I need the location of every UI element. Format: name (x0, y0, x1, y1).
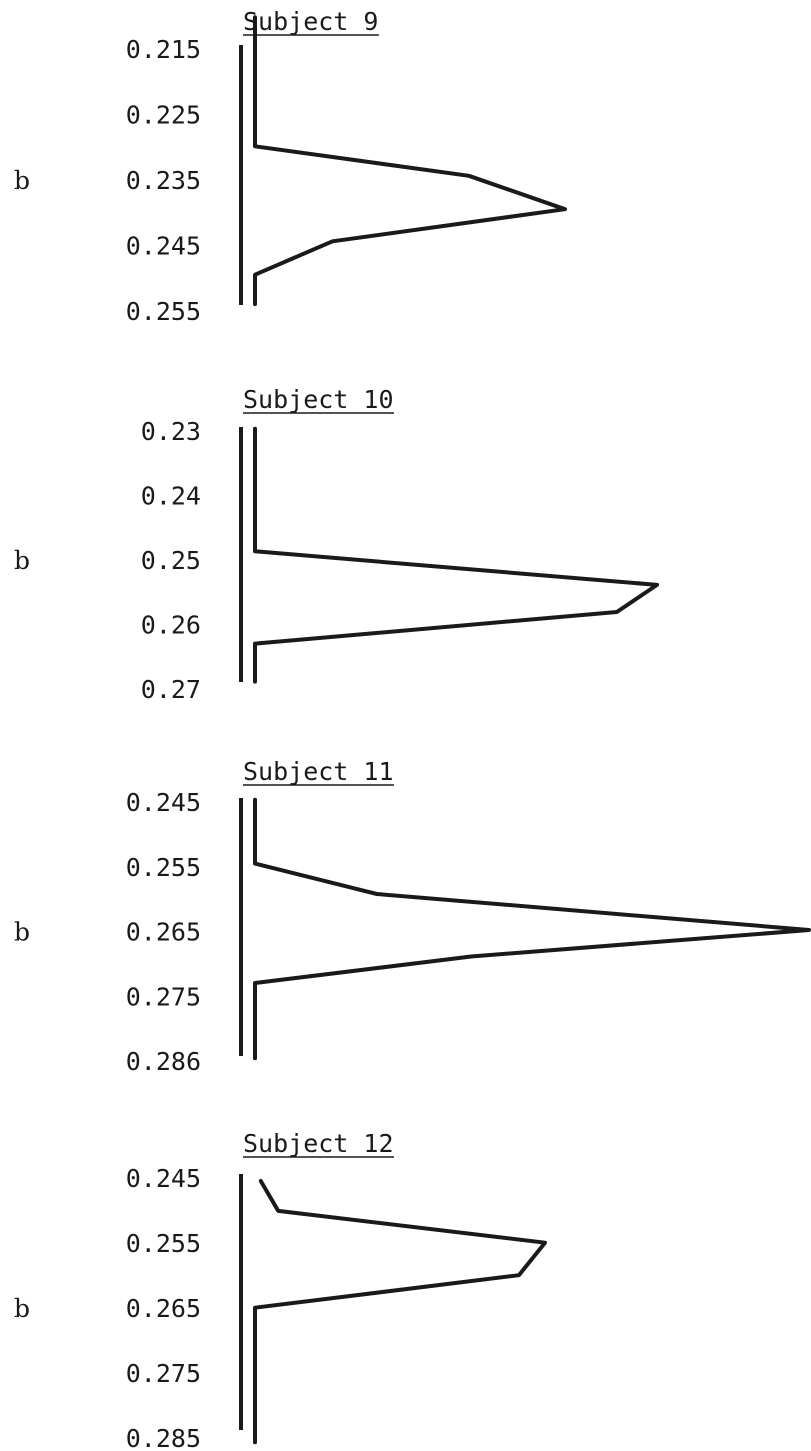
y-tick-label: 0.275 (126, 1359, 201, 1388)
y-tick-label: 0.225 (126, 101, 201, 130)
chart-title: Subject 9 (243, 7, 378, 36)
y-tick-label: 0.275 (126, 982, 201, 1011)
y-tick-label: 0.26 (141, 611, 201, 640)
profile-line (253, 15, 567, 307)
y-tick-label: 0.255 (126, 297, 201, 326)
profile-line (253, 1179, 547, 1445)
chart-panel-1: Subject 9 0.215 0.225 0.235 0.245 0.255 b (14, 7, 567, 326)
chart-panel-3: Subject 11 0.245 0.255 0.265 0.275 0.286 b (14, 757, 811, 1076)
y-tick-label: 0.245 (126, 232, 201, 261)
y-tick-label: 0.245 (126, 1164, 201, 1193)
chart-panel-2: Subject 10 0.23 0.24 0.25 0.26 0.27 b (14, 385, 659, 704)
y-tick-label: 0.215 (126, 35, 201, 64)
chart-title: Subject 11 (243, 757, 394, 786)
y-tick-label: 0.285 (126, 1424, 201, 1451)
profile-line (253, 797, 811, 1061)
y-tick-label: 0.25 (141, 546, 201, 575)
y-tick-label: 0.265 (126, 918, 201, 947)
y-tick-label: 0.27 (141, 675, 201, 704)
y-tick-label: 0.286 (126, 1047, 201, 1076)
y-tick-label: 0.265 (126, 1294, 201, 1323)
y-tick-label: 0.255 (126, 853, 201, 882)
profile-line (253, 426, 659, 684)
y-tick-label: 0.255 (126, 1229, 201, 1258)
y-tick-label: 0.235 (126, 166, 201, 195)
y-axis-label: b (14, 546, 30, 575)
y-tick-label: 0.24 (141, 482, 201, 511)
chart-title: Subject 12 (243, 1129, 394, 1158)
chart-panel-4: Subject 12 0.245 0.255 0.265 0.275 0.285 b (14, 1129, 547, 1451)
y-axis-label: b (14, 1294, 30, 1323)
y-axis-label: b (14, 166, 30, 195)
y-tick-label: 0.245 (126, 788, 201, 817)
y-tick-label: 0.23 (141, 417, 201, 446)
chart-title: Subject 10 (243, 385, 394, 414)
y-axis-label: b (14, 918, 30, 947)
